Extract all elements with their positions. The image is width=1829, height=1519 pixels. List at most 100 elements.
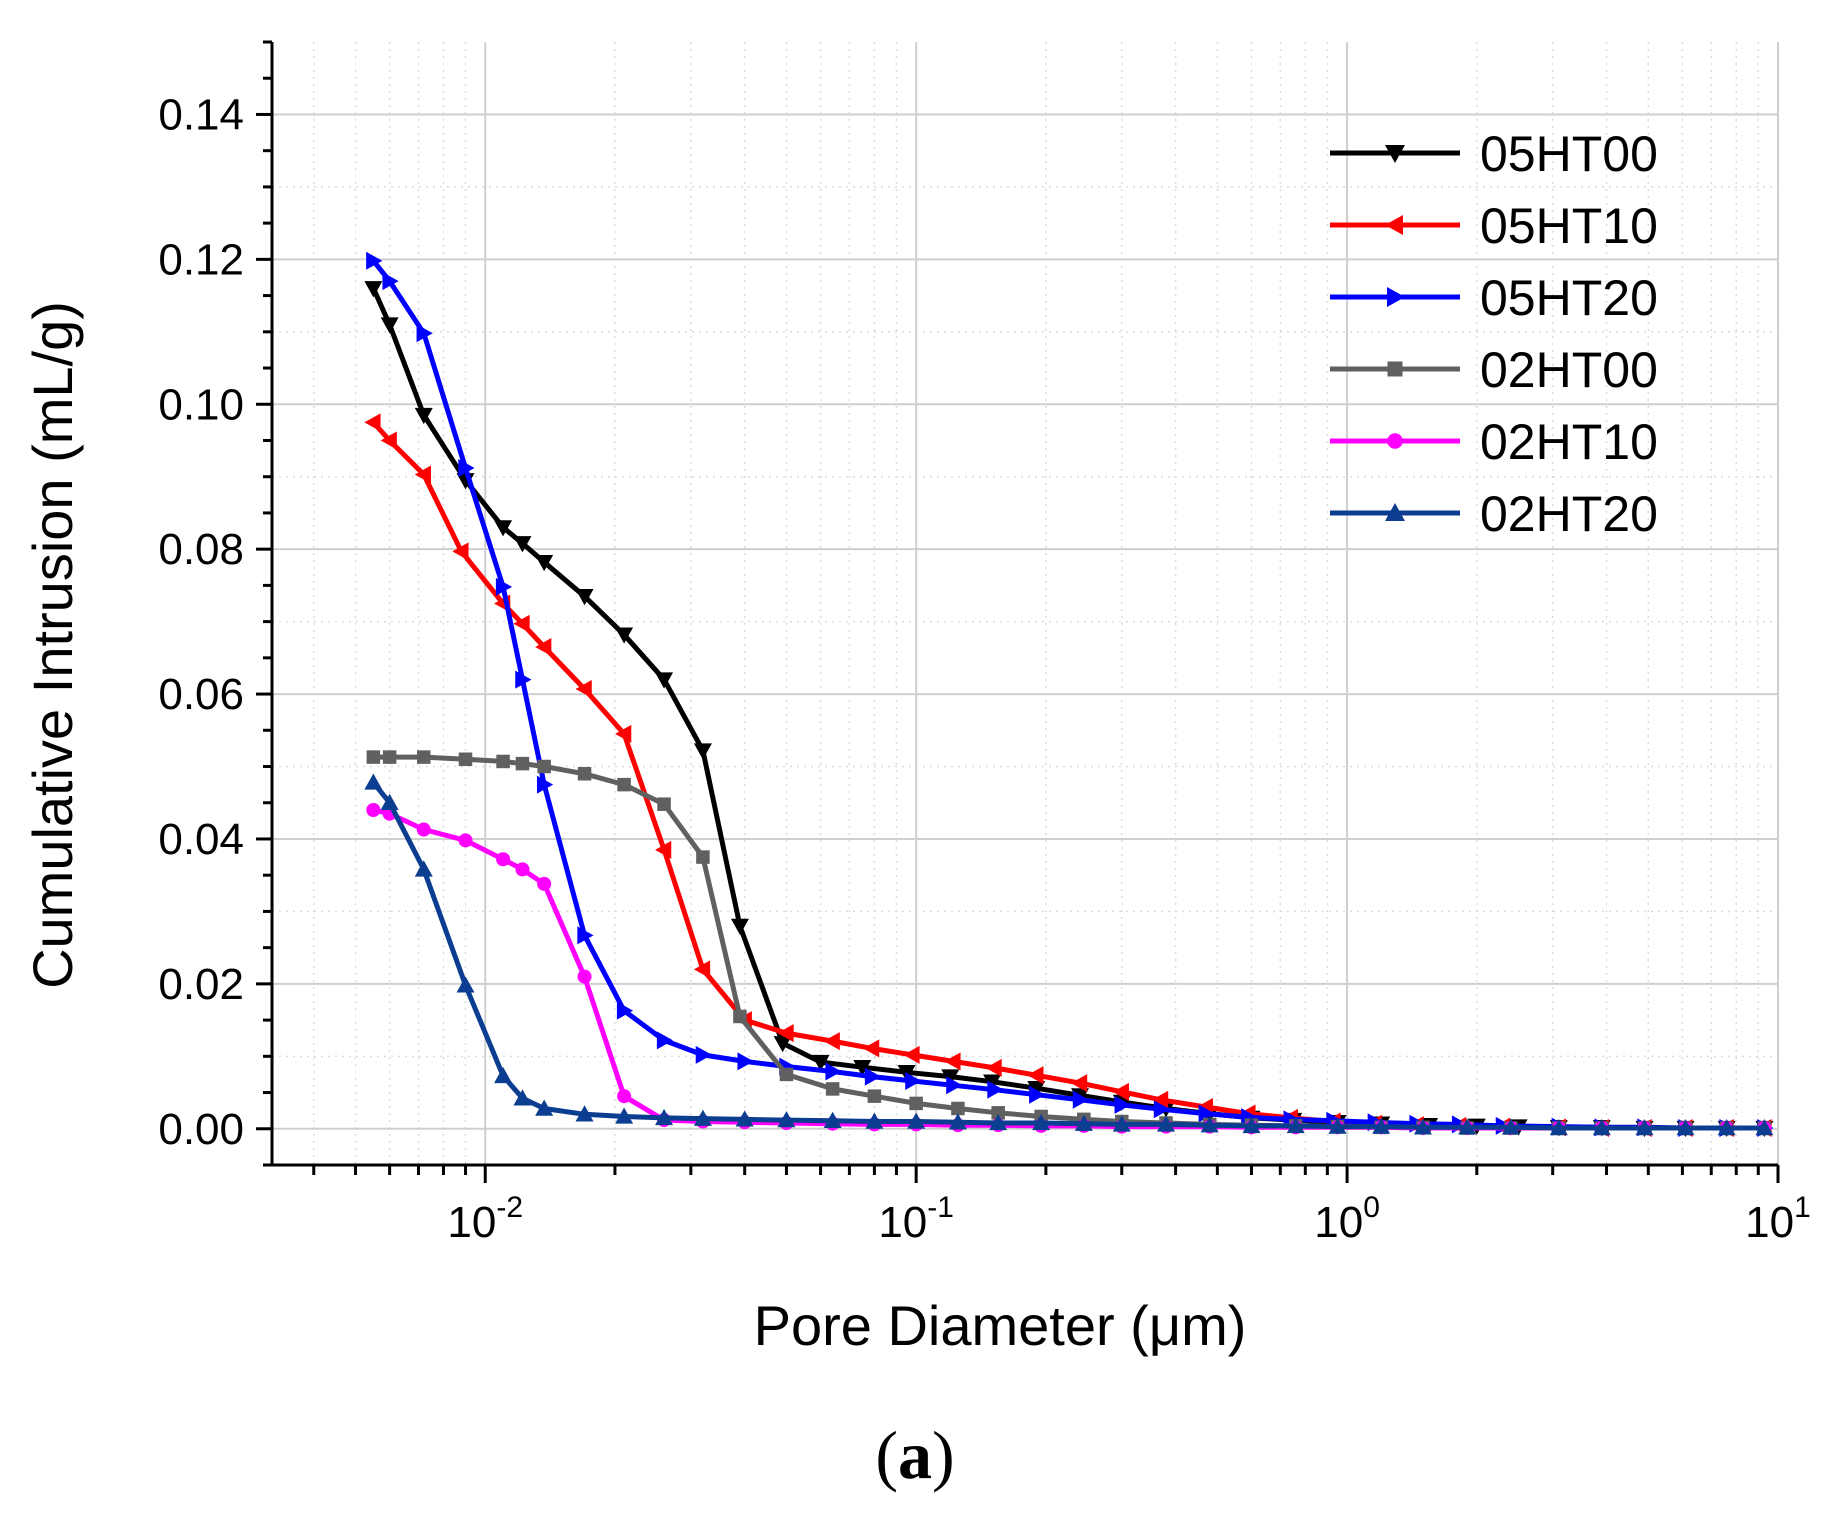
legend-item-05HT20: 05HT20 [1330, 270, 1658, 326]
data-point [730, 918, 749, 935]
data-point [537, 759, 551, 774]
x-tick-exponent: 1 [1794, 1191, 1811, 1224]
data-point [1328, 1117, 1347, 1134]
data-point [1549, 1119, 1568, 1136]
data-point [515, 862, 530, 877]
data-point [655, 672, 674, 689]
data-point [1112, 1115, 1131, 1132]
data-point [575, 589, 594, 606]
data-point [1387, 361, 1403, 377]
x-tick-label: 101 [1745, 1191, 1811, 1247]
data-point [1387, 433, 1403, 449]
legend-label: 02HT20 [1480, 486, 1658, 542]
data-point [382, 272, 399, 291]
data-point [494, 520, 513, 537]
data-point [1152, 1090, 1169, 1109]
series-02HT20 [364, 773, 1774, 1136]
data-point [987, 1080, 1004, 1099]
x-tick-exponent: 0 [1363, 1191, 1380, 1224]
data-point [495, 577, 513, 596]
data-point [1242, 1116, 1261, 1134]
data-point [417, 750, 431, 764]
data-point [380, 793, 399, 810]
data-point [693, 960, 711, 979]
y-axis-title: Cumulative Intrusion (mL/g) [21, 301, 84, 989]
data-point [515, 670, 532, 689]
data-point [1074, 1114, 1093, 1131]
y-tick-label: 0.04 [158, 815, 244, 864]
data-point [575, 679, 592, 698]
legend-item-05HT00: 05HT00 [1330, 126, 1658, 182]
data-point [903, 1045, 920, 1064]
y-tick-label: 0.14 [158, 90, 244, 139]
data-point [1717, 1119, 1736, 1136]
data-point [535, 1099, 554, 1116]
data-point [696, 850, 710, 864]
data-point [983, 1074, 1002, 1091]
data-point [616, 1001, 634, 1020]
data-point [655, 1108, 674, 1126]
plot-background [272, 42, 1778, 1165]
data-point [615, 724, 632, 743]
data-point [535, 555, 554, 572]
data-point [515, 756, 530, 771]
caption-open-paren: ( [875, 1417, 898, 1493]
data-point [1635, 1119, 1654, 1136]
data-point [617, 777, 631, 792]
data-point [825, 1062, 842, 1081]
data-point [865, 1112, 884, 1129]
data-point [366, 251, 383, 270]
grid-lines [272, 42, 1779, 1165]
x-tick-base: 10 [878, 1198, 927, 1247]
data-point [1501, 1118, 1520, 1135]
data-point [1385, 145, 1405, 163]
series-layer [364, 251, 1774, 1138]
data-point [1592, 1119, 1611, 1136]
data-point [1198, 1104, 1215, 1123]
data-point [513, 614, 530, 633]
caption-letter: a [898, 1417, 932, 1493]
legend-label: 02HT00 [1480, 342, 1658, 398]
x-tick-base: 10 [447, 1198, 496, 1247]
data-point [989, 1113, 1008, 1131]
data-point [948, 1113, 967, 1130]
data-point [414, 465, 431, 484]
data-point [773, 1036, 792, 1053]
data-point [1027, 1066, 1044, 1085]
x-tick-exponent: -2 [496, 1191, 523, 1224]
data-point [382, 750, 397, 764]
data-point [944, 1052, 961, 1071]
data-point [1072, 1090, 1090, 1109]
data-point [380, 317, 399, 334]
caption-close-paren: ) [932, 1417, 955, 1493]
data-point [1387, 287, 1405, 307]
data-point [496, 852, 511, 867]
data-point [1112, 1082, 1129, 1101]
x-tick-label: 100 [1314, 1191, 1380, 1247]
data-point [735, 1110, 754, 1127]
data-point [414, 407, 433, 425]
legend-item-05HT10: 05HT10 [1330, 198, 1658, 254]
y-tick-label: 0.02 [158, 960, 244, 1009]
data-point [941, 1069, 960, 1086]
data-point [364, 281, 383, 298]
data-point [1385, 215, 1403, 235]
y-tick-label: 0.12 [158, 235, 244, 284]
data-point [1032, 1113, 1051, 1131]
data-point [1372, 1117, 1391, 1134]
data-point [577, 969, 592, 984]
data-point [364, 773, 383, 790]
data-point [864, 1067, 882, 1086]
data-point [1676, 1119, 1695, 1136]
data-point [693, 743, 712, 760]
data-point [458, 833, 473, 848]
data-point [536, 775, 554, 794]
data-point [1286, 1116, 1305, 1134]
x-tick-base: 10 [1745, 1198, 1794, 1247]
x-tick-base: 10 [1314, 1198, 1363, 1247]
data-point [416, 324, 433, 343]
data-point [693, 1109, 712, 1126]
data-point [575, 1105, 594, 1122]
